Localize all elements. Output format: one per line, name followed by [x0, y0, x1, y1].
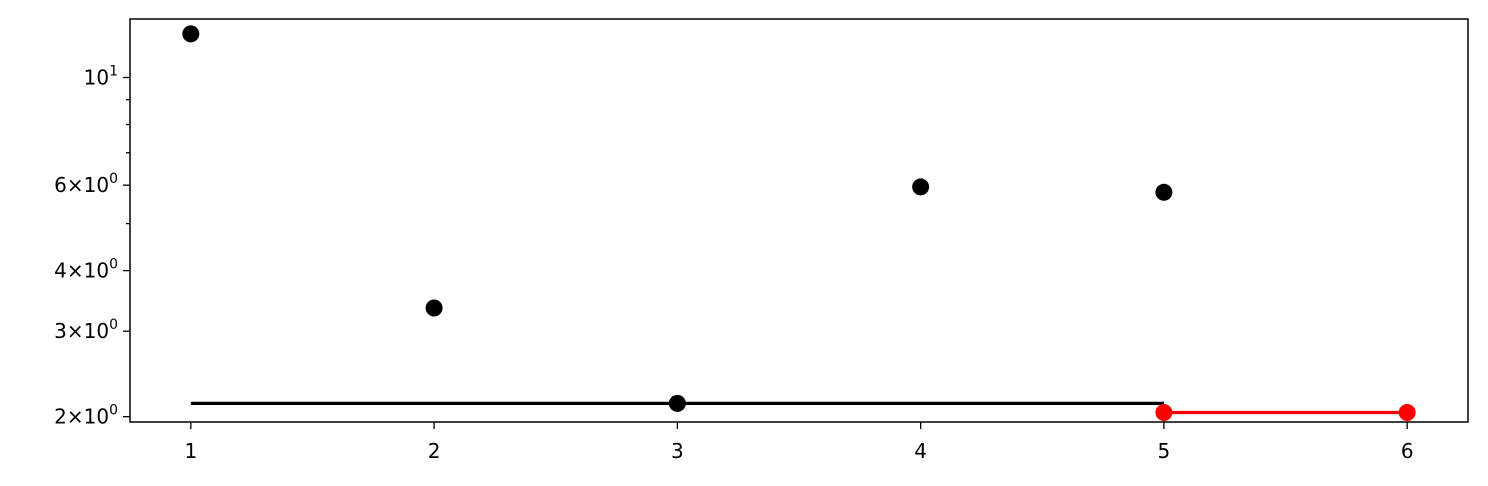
plot-area	[129, 18, 1469, 423]
y-tick-exponent: 0	[109, 403, 118, 419]
data-point	[182, 25, 200, 43]
x-tick-label: 3	[671, 439, 684, 463]
data-point	[1155, 183, 1173, 201]
data-point	[1398, 403, 1416, 421]
y-tick-base: 2×10	[54, 405, 109, 429]
y-tick-exponent: 0	[109, 257, 118, 273]
x-tick-label: 6	[1401, 439, 1414, 463]
y-tick-exponent: 1	[109, 64, 118, 80]
data-point	[1155, 403, 1173, 421]
chart-marks	[182, 25, 1416, 421]
data-point	[425, 299, 443, 317]
x-tick-label: 1	[184, 439, 197, 463]
y-tick-base: 4×10	[54, 259, 109, 283]
y-tick-base: 3×10	[54, 319, 109, 343]
y-tick-label: 101	[84, 64, 118, 90]
x-tick-label: 5	[1158, 439, 1171, 463]
x-tick-label: 4	[914, 439, 927, 463]
data-point	[912, 178, 930, 196]
y-tick-base: 10	[84, 66, 109, 90]
y-tick-exponent: 0	[109, 317, 118, 333]
y-tick-label: 4×100	[54, 257, 118, 283]
y-tick-label: 2×100	[54, 403, 118, 429]
x-axis: 1 2 3 4 5 6	[184, 422, 1414, 463]
x-tick-label: 2	[428, 439, 441, 463]
y-tick-label: 3×100	[54, 317, 118, 343]
y-tick-base: 6×10	[54, 173, 109, 197]
y-tick-exponent: 0	[109, 171, 118, 187]
y-tick-label: 6×100	[54, 171, 118, 197]
